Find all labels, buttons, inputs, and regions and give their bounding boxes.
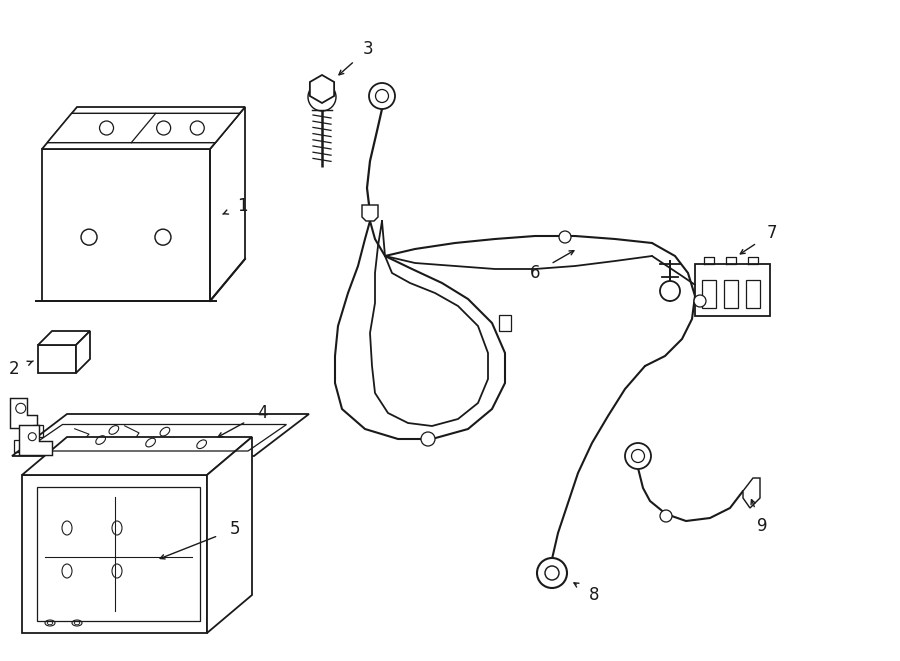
Polygon shape xyxy=(19,425,52,455)
Polygon shape xyxy=(22,475,207,633)
Text: 7: 7 xyxy=(767,224,778,242)
Polygon shape xyxy=(207,437,252,633)
Polygon shape xyxy=(22,437,252,475)
Polygon shape xyxy=(76,331,90,373)
Polygon shape xyxy=(42,107,245,149)
Text: 5: 5 xyxy=(230,520,240,538)
Bar xyxy=(746,280,760,308)
Polygon shape xyxy=(362,205,378,221)
Circle shape xyxy=(660,510,672,522)
Text: 4: 4 xyxy=(256,404,267,422)
Circle shape xyxy=(421,432,435,446)
Polygon shape xyxy=(695,264,770,316)
Bar xyxy=(724,280,738,308)
Circle shape xyxy=(559,231,571,243)
Circle shape xyxy=(537,558,567,588)
Polygon shape xyxy=(310,75,334,103)
Text: 1: 1 xyxy=(237,197,248,215)
Polygon shape xyxy=(38,331,90,345)
Text: 9: 9 xyxy=(757,517,767,535)
Bar xyxy=(702,280,716,308)
Circle shape xyxy=(625,443,651,469)
Text: 2: 2 xyxy=(9,360,19,378)
Text: 8: 8 xyxy=(589,586,599,604)
Polygon shape xyxy=(10,399,37,428)
Polygon shape xyxy=(47,113,239,143)
Polygon shape xyxy=(743,478,760,508)
Circle shape xyxy=(694,295,706,307)
Polygon shape xyxy=(499,315,511,331)
Circle shape xyxy=(81,229,97,245)
Polygon shape xyxy=(38,345,76,373)
Text: 6: 6 xyxy=(530,264,540,282)
Circle shape xyxy=(369,83,395,109)
Text: 3: 3 xyxy=(363,40,374,58)
Circle shape xyxy=(308,83,336,111)
Polygon shape xyxy=(12,414,309,456)
Circle shape xyxy=(660,281,680,301)
Circle shape xyxy=(155,229,171,245)
